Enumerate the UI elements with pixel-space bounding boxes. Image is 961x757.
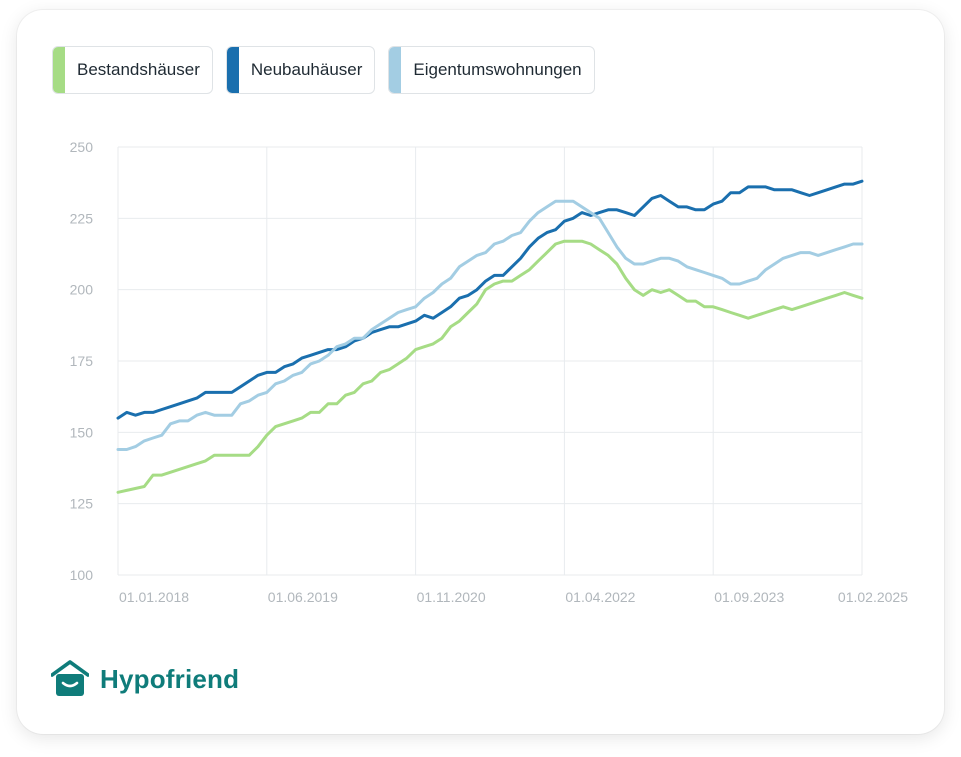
y-tick-label: 250 <box>70 139 94 155</box>
legend-swatch-eigentumswohnungen <box>389 47 402 93</box>
legend-label: Bestandshäuser <box>77 60 200 79</box>
legend-item-bestandshaeuser[interactable]: Bestandshäuser <box>52 46 213 94</box>
series-line-3 <box>116 199 864 451</box>
y-tick-label: 150 <box>70 424 94 440</box>
legend-swatch-neubauhaeuser <box>226 47 239 93</box>
series-line-2 <box>116 179 864 420</box>
chart-card <box>17 10 944 734</box>
legend-item-eigentumswohnungen[interactable]: Eigentumswohnungen <box>388 46 595 94</box>
series-line-1 <box>116 239 864 494</box>
legend-label: Eigentumswohnungen <box>413 60 582 79</box>
y-tick-label: 100 <box>70 567 94 583</box>
y-tick-label: 125 <box>70 496 94 512</box>
legend-label: Neubauhäuser <box>250 60 363 79</box>
x-tick-label: 01.06.2019 <box>268 589 338 605</box>
x-tick-label: 01.01.2018 <box>119 589 189 605</box>
x-tick-label: 01.04.2022 <box>565 589 635 605</box>
y-tick-label: 175 <box>70 353 94 369</box>
brand-name: Hypofriend <box>100 663 240 694</box>
x-tick-label: 01.11.2020 <box>417 589 486 605</box>
brand-logo: Hypofriend <box>51 660 239 698</box>
legend-item-neubauhaeuser[interactable]: Neubauhäuser <box>225 46 376 94</box>
y-tick-label: 225 <box>70 210 94 226</box>
x-tick-label: 01.02.2025 <box>838 589 908 605</box>
house-icon <box>51 660 89 696</box>
y-tick-label: 200 <box>70 282 94 298</box>
legend-swatch-bestandshaeuser <box>53 47 65 93</box>
x-tick-label: 01.09.2023 <box>714 589 784 605</box>
legend: Bestandshäuser Neubauhäuser Eigentumswoh… <box>52 46 595 94</box>
